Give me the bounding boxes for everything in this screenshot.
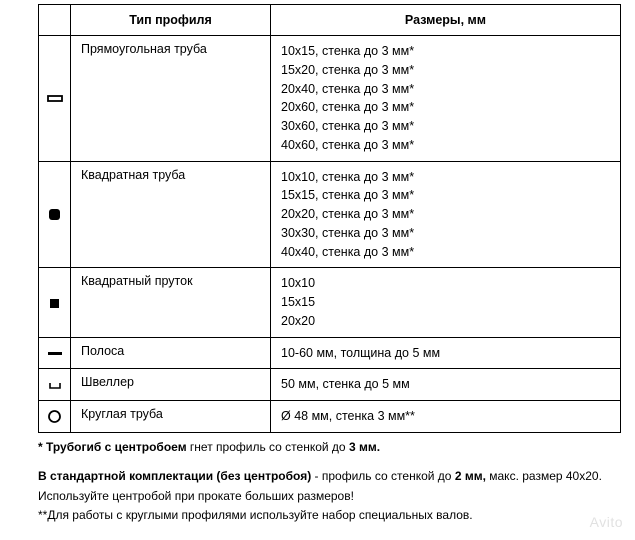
table-header-row: Тип профиля Размеры, мм xyxy=(39,5,621,36)
size-value: 40х60, стенка до 3 мм* xyxy=(281,136,610,155)
profile-name: Прямоугольная труба xyxy=(71,36,271,162)
size-value: 50 мм, стенка до 5 мм xyxy=(281,375,610,394)
table-row: Круглая труба Ø 48 мм, стенка 3 мм** xyxy=(39,401,621,433)
size-value: 20х60, стенка до 3 мм* xyxy=(281,98,610,117)
profile-name: Квадратная труба xyxy=(71,161,271,268)
size-value: 20х40, стенка до 3 мм* xyxy=(281,80,610,99)
footnote-1-val: 3 мм. xyxy=(349,440,380,454)
profile-sizes: 10-60 мм, толщина до 5 мм xyxy=(271,337,621,369)
footnote-2-bold: В стандартной комплектации (без центробо… xyxy=(38,469,311,483)
square-tube-icon xyxy=(39,161,71,268)
size-value: 30х60, стенка до 3 мм* xyxy=(281,117,610,136)
table-row: Полоса 10-60 мм, толщина до 5 мм xyxy=(39,337,621,369)
profile-name: Круглая труба xyxy=(71,401,271,433)
profile-sizes: 10х10, стенка до 3 мм*15х15, стенка до 3… xyxy=(271,161,621,268)
size-value: 20х20, стенка до 3 мм* xyxy=(281,205,610,224)
header-icon xyxy=(39,5,71,36)
footnote-2-val: 2 мм, xyxy=(455,469,486,483)
table-body: Прямоугольная труба10х15, стенка до 3 мм… xyxy=(39,36,621,433)
size-value: 10-60 мм, толщина до 5 мм xyxy=(281,344,610,363)
table-row: Швеллер 50 мм, стенка до 5 мм xyxy=(39,369,621,401)
header-profile: Тип профиля xyxy=(71,5,271,36)
size-value: Ø 48 мм, стенка 3 мм** xyxy=(281,407,610,426)
size-value: 15х15 xyxy=(281,293,610,312)
channel-icon xyxy=(39,369,71,401)
footnote-4: **Для работы с круглыми профилями исполь… xyxy=(38,507,621,524)
table-row: Прямоугольная труба10х15, стенка до 3 мм… xyxy=(39,36,621,162)
round-tube-icon xyxy=(39,401,71,433)
footnote-1-bold: * Трубогиб с центробоем xyxy=(38,440,187,454)
size-value: 10х15, стенка до 3 мм* xyxy=(281,42,610,61)
size-value: 10х10, стенка до 3 мм* xyxy=(281,168,610,187)
square-bar-icon xyxy=(39,268,71,337)
profile-name: Квадратный пруток xyxy=(71,268,271,337)
watermark: Avito xyxy=(590,514,623,530)
footnote-1-mid: гнет профиль со стенкой до xyxy=(187,440,349,454)
size-value: 15х20, стенка до 3 мм* xyxy=(281,61,610,80)
profile-table: Тип профиля Размеры, мм Прямоугольная тр… xyxy=(38,4,621,433)
footnote-1: * Трубогиб с центробоем гнет профиль со … xyxy=(38,439,621,456)
table-row: Квадратный пруток10х1015х1520х20 xyxy=(39,268,621,337)
header-sizes: Размеры, мм xyxy=(271,5,621,36)
profile-sizes: 10х15, стенка до 3 мм*15х20, стенка до 3… xyxy=(271,36,621,162)
strip-icon xyxy=(39,337,71,369)
footnote-2: В стандартной комплектации (без центробо… xyxy=(38,468,621,485)
profile-sizes: Ø 48 мм, стенка 3 мм** xyxy=(271,401,621,433)
footnote-3: Используйте центробой при прокате больши… xyxy=(38,488,621,505)
profile-sizes: 10х1015х1520х20 xyxy=(271,268,621,337)
footnote-2-tail: макс. размер 40х20. xyxy=(486,469,602,483)
footnote-2-mid: - профиль со стенкой до xyxy=(311,469,455,483)
size-value: 30х30, стенка до 3 мм* xyxy=(281,224,610,243)
size-value: 15х15, стенка до 3 мм* xyxy=(281,186,610,205)
profile-sizes: 50 мм, стенка до 5 мм xyxy=(271,369,621,401)
rect-tube-icon xyxy=(39,36,71,162)
size-value: 40х40, стенка до 3 мм* xyxy=(281,243,610,262)
table-row: Квадратная труба10х10, стенка до 3 мм*15… xyxy=(39,161,621,268)
profile-name: Швеллер xyxy=(71,369,271,401)
footnotes: * Трубогиб с центробоем гнет профиль со … xyxy=(38,439,621,525)
size-value: 20х20 xyxy=(281,312,610,331)
profile-name: Полоса xyxy=(71,337,271,369)
size-value: 10х10 xyxy=(281,274,610,293)
